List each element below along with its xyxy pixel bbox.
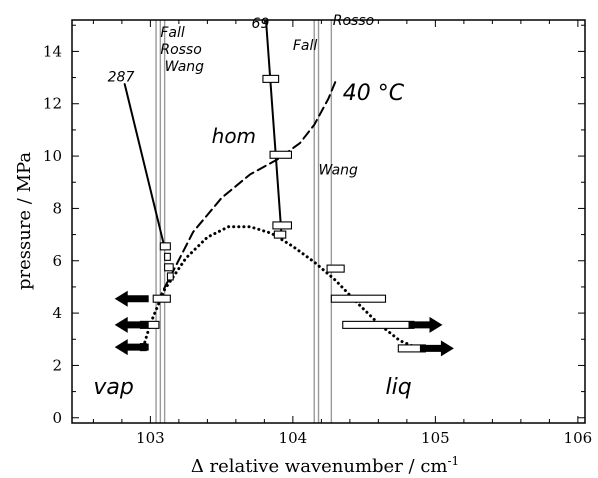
annotation-label: hom [212, 124, 256, 148]
annotation-label: Rosso [160, 42, 201, 58]
x-tick-label: 103 [136, 429, 165, 447]
plot-frame [71, 19, 586, 424]
annotation-label: vap [93, 375, 133, 400]
x-tick-label: 104 [279, 429, 308, 447]
data-box [326, 264, 345, 273]
y-tick-label: 12 [43, 95, 62, 113]
data-box [166, 272, 174, 281]
x-axis-title: Δ relative wavenumber / cm-1 [191, 454, 459, 477]
annotation-label: Fall [160, 25, 185, 41]
data-box [164, 252, 171, 261]
arrow-left [114, 290, 149, 307]
series-curve-0 [141, 225, 420, 350]
x-tick-label: 106 [564, 429, 593, 447]
annotation-label: Rosso [333, 13, 374, 29]
arrow-left [114, 339, 149, 356]
data-box [273, 230, 287, 239]
data-box [330, 294, 387, 303]
annotation-label: 69 [252, 16, 270, 32]
y-tick-label: 4 [52, 304, 62, 322]
y-tick-label: 10 [43, 147, 62, 165]
arrow-left [114, 316, 149, 333]
data-box [272, 221, 292, 230]
data-box [269, 150, 293, 159]
annotation-label: liq [386, 375, 412, 400]
y-tick-label: 6 [52, 252, 62, 270]
arrow-right [419, 340, 454, 357]
annotation-label: 287 [108, 69, 135, 85]
series-curve-3 [264, 20, 283, 236]
y-tick-label: 0 [52, 409, 62, 427]
y-tick-label: 14 [43, 42, 62, 60]
y-axis-title: pressure / MPa [14, 152, 35, 290]
series-curve-2 [123, 83, 166, 249]
data-box [342, 320, 415, 329]
data-box [262, 74, 280, 83]
annotation-label: Fall [293, 38, 318, 54]
data-box [152, 294, 171, 303]
y-tick-label: 8 [52, 199, 62, 217]
annotation-label: 40 °C [343, 81, 405, 106]
annotation-label: Wang [319, 162, 359, 178]
data-box [159, 242, 171, 251]
y-tick-label: 2 [52, 356, 62, 374]
data-box [164, 263, 174, 272]
annotation-label: Wang [165, 59, 205, 75]
series-curve-1 [156, 76, 339, 303]
arrow-right [408, 316, 443, 333]
x-tick-label: 105 [421, 429, 450, 447]
